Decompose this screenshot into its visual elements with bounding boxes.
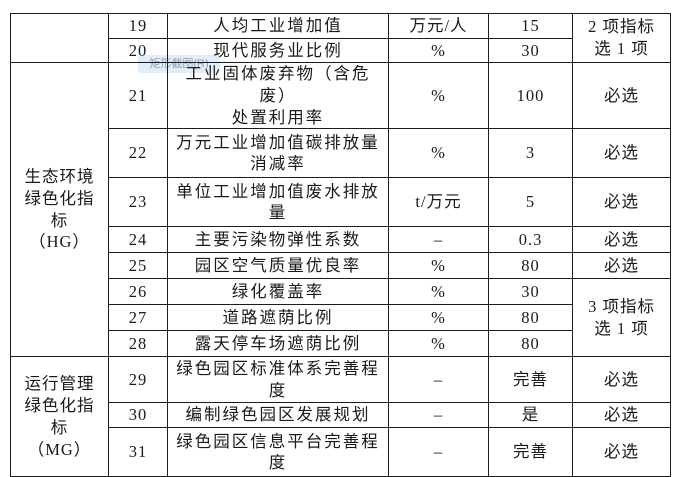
- row-number: 28: [108, 330, 168, 358]
- indicator-name: 人均工业增加值: [167, 13, 389, 39]
- indicator-name: 绿化覆盖率: [167, 278, 389, 306]
- indicator-value: 80: [488, 252, 573, 280]
- table-row-31: 31 绿色园区信息平台完善程 度 – 完善 必选: [11, 427, 671, 477]
- row-number: 20: [108, 38, 168, 63]
- row-number: 26: [108, 278, 168, 306]
- table-row-29: 运行管理 绿色化指 标 （MG） 29 绿色园区标准体系完善程 度 – 完善 必…: [10, 356, 671, 477]
- indicator-name: 道路遮荫比例: [167, 304, 389, 332]
- requirement-cell: 必选: [572, 226, 671, 254]
- indicator-unit: –: [388, 402, 489, 429]
- table-row-20: 20 现代服务业比例 % 30: [11, 38, 671, 63]
- indicator-unit: %: [388, 330, 489, 358]
- category-cell-continued: [10, 13, 109, 63]
- row-number: 31: [108, 427, 168, 477]
- indicator-name: 现代服务业比例: [167, 38, 389, 63]
- indicator-unit: –: [388, 356, 489, 404]
- indicator-unit: %: [388, 128, 489, 179]
- indicator-name: 绿色园区信息平台完善程 度: [167, 427, 389, 477]
- table-row-28: 28 露天停车场遮荫比例 % 80: [11, 330, 671, 358]
- indicator-name: 露天停车场遮荫比例: [167, 330, 389, 358]
- indicator-unit: %: [388, 61, 489, 130]
- indicator-name: 万元工业增加值碳排放量 消减率: [167, 128, 389, 179]
- row-number: 22: [108, 128, 168, 179]
- indicator-name: 绿色园区标准体系完善程 度: [167, 356, 389, 404]
- indicator-value: 0.3: [488, 226, 573, 254]
- indicator-value: 30: [488, 278, 573, 306]
- indicator-unit: –: [388, 226, 489, 254]
- requirement-cell: 必选: [572, 356, 671, 404]
- indicator-unit: %: [388, 278, 489, 306]
- table-row-23: 23 单位工业增加值废水排放 量 t/万元 5 必选: [11, 177, 671, 228]
- indicator-unit: –: [388, 427, 489, 477]
- requirement-cell: 必选: [572, 177, 671, 228]
- requirement-cell: 必选: [572, 252, 671, 280]
- indicator-value: 15: [488, 13, 573, 39]
- category-cell-mg: 运行管理 绿色化指 标 （MG）: [10, 356, 109, 477]
- indicator-unit: %: [388, 304, 489, 332]
- indicator-name: 工业固体废弃物（含危废） 处置利用率: [167, 61, 389, 130]
- indicator-table: 19 人均工业增加值 万元/人 15 2 项指标 选 1 项 20 现代服务业比…: [10, 13, 671, 477]
- table-row-30: 30 编制绿色园区发展规划 – 是 必选: [11, 402, 671, 429]
- indicator-value: 80: [488, 304, 573, 332]
- category-cell-hg: 生态环境 绿色化指 标 （HG）: [10, 61, 109, 358]
- row-number: 29: [108, 356, 168, 404]
- table-row-19: 19 人均工业增加值 万元/人 15 2 项指标 选 1 项: [10, 13, 671, 63]
- indicator-value: 3: [488, 128, 573, 179]
- table-row-25: 25 园区空气质量优良率 % 80 必选: [11, 252, 671, 280]
- table-row-27: 27 道路遮荫比例 % 80: [11, 304, 671, 332]
- indicator-name: 园区空气质量优良率: [167, 252, 389, 280]
- indicator-value: 是: [488, 402, 573, 429]
- indicator-name: 单位工业增加值废水排放 量: [167, 177, 389, 228]
- requirement-cell: 必选: [572, 61, 671, 130]
- indicator-value: 80: [488, 330, 573, 358]
- indicator-name: 主要污染物弹性系数: [167, 226, 389, 254]
- row-number: 27: [108, 304, 168, 332]
- indicator-value: 30: [488, 38, 573, 63]
- table-row-24: 24 主要污染物弹性系数 – 0.3 必选: [11, 226, 671, 254]
- requirement-cell: 2 项指标 选 1 项: [572, 13, 671, 63]
- indicator-unit: t/万元: [388, 177, 489, 228]
- indicator-value: 100: [488, 61, 573, 130]
- indicator-name: 编制绿色园区发展规划: [167, 402, 389, 429]
- requirement-cell: 3 项指标 选 1 项: [572, 278, 671, 358]
- requirement-cell: 必选: [572, 427, 671, 477]
- indicator-value: 完善: [488, 356, 573, 404]
- indicator-unit: 万元/人: [388, 13, 489, 39]
- requirement-cell: 必选: [572, 128, 671, 179]
- indicator-value: 5: [488, 177, 573, 228]
- table-row-26: 26 绿化覆盖率 % 30 3 项指标 选 1 项: [11, 278, 671, 358]
- row-number: 25: [108, 252, 168, 280]
- row-number: 23: [108, 177, 168, 228]
- table-row-22: 22 万元工业增加值碳排放量 消减率 % 3 必选: [11, 128, 671, 179]
- indicator-value: 完善: [488, 427, 573, 477]
- row-number: 19: [108, 13, 168, 39]
- table-row-21: 生态环境 绿色化指 标 （HG） 21 工业固体废弃物（含危废） 处置利用率 %…: [10, 61, 671, 358]
- indicator-unit: %: [388, 252, 489, 280]
- row-number: 21: [108, 61, 168, 130]
- row-number: 24: [108, 226, 168, 254]
- requirement-cell: 必选: [572, 402, 671, 429]
- indicator-unit: %: [388, 38, 489, 63]
- row-number: 30: [108, 402, 168, 429]
